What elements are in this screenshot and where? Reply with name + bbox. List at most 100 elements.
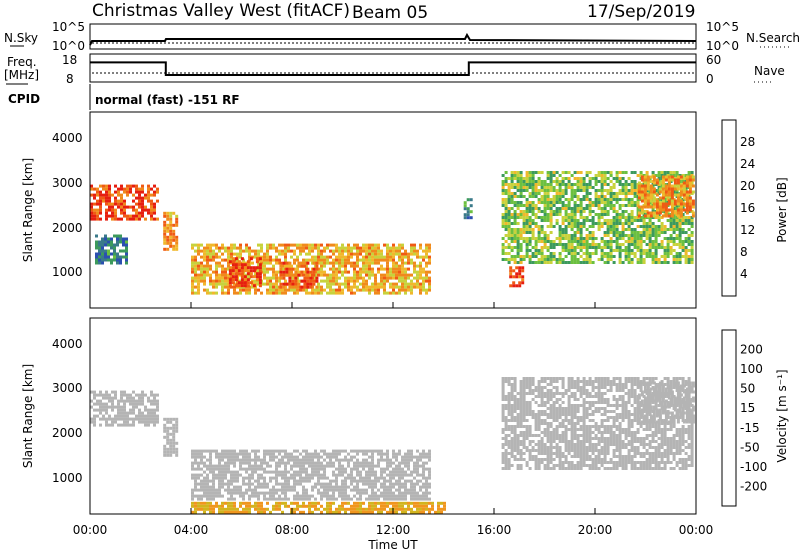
data-cell xyxy=(651,246,655,249)
data-cell xyxy=(240,275,244,279)
data-cell xyxy=(407,273,410,277)
data-cell xyxy=(135,211,138,215)
data-cell xyxy=(278,449,281,453)
data-cell xyxy=(597,174,601,177)
data-cell xyxy=(678,219,682,222)
data-cell xyxy=(302,455,305,459)
data-cell xyxy=(147,396,150,400)
data-cell xyxy=(579,261,583,264)
data-cell xyxy=(513,404,517,407)
data-cell xyxy=(224,455,227,459)
data-cell xyxy=(224,279,227,283)
data-cell xyxy=(365,279,368,283)
data-cell xyxy=(630,228,634,231)
data-cell xyxy=(311,276,314,280)
data-cell xyxy=(153,420,156,424)
data-cell xyxy=(332,276,335,280)
data-cell xyxy=(507,216,511,219)
data-cell xyxy=(618,222,622,225)
data-cell xyxy=(163,229,167,233)
data-cell xyxy=(516,177,520,180)
data-cell xyxy=(236,455,239,459)
data-cell xyxy=(570,228,574,231)
data-cell xyxy=(582,195,586,198)
data-cell xyxy=(501,174,505,177)
data-cell xyxy=(552,246,556,249)
data-cell xyxy=(570,216,574,219)
data-cell xyxy=(389,267,392,271)
data-cell xyxy=(389,476,392,480)
data-cell xyxy=(410,452,413,456)
data-cell xyxy=(528,231,532,234)
data-cell xyxy=(278,243,281,247)
data-cell xyxy=(540,395,544,398)
data-cell xyxy=(362,279,365,283)
data-cell xyxy=(386,464,389,468)
data-cell xyxy=(344,449,347,453)
data-cell xyxy=(356,473,359,477)
data-cell xyxy=(114,217,117,221)
data-cell xyxy=(141,211,144,215)
data-cell xyxy=(627,219,631,222)
data-cell xyxy=(233,243,236,247)
data-cell xyxy=(443,501,446,505)
data-cell xyxy=(401,491,404,495)
data-cell xyxy=(383,504,386,508)
data-cell xyxy=(543,401,547,404)
data-cell xyxy=(329,249,332,253)
data-cell xyxy=(513,416,517,419)
data-cell xyxy=(546,195,550,198)
data-cell xyxy=(392,504,395,508)
data-cell xyxy=(365,479,368,483)
data-cell xyxy=(108,393,111,397)
data-cell xyxy=(257,491,260,495)
data-cell xyxy=(501,437,505,440)
data-cell xyxy=(386,488,389,492)
data-cell xyxy=(519,410,523,413)
data-cell xyxy=(344,510,347,514)
data-cell xyxy=(93,420,96,424)
data-cell xyxy=(504,201,508,204)
data-cell xyxy=(350,482,353,486)
data-cell xyxy=(678,261,682,264)
data-cell xyxy=(110,243,113,247)
data-cell xyxy=(335,255,338,259)
data-cell xyxy=(129,190,132,194)
data-cell xyxy=(114,393,117,397)
data-cell xyxy=(260,461,263,465)
data-cell xyxy=(266,288,269,292)
data-cell xyxy=(543,240,547,243)
data-cell xyxy=(437,507,440,511)
data-cell xyxy=(676,214,680,218)
data-cell xyxy=(519,419,523,422)
data-cell xyxy=(609,222,613,225)
data-cell xyxy=(690,222,694,225)
data-cell xyxy=(254,485,257,489)
data-cell xyxy=(218,279,221,283)
data-cell xyxy=(664,193,668,197)
data-cell xyxy=(269,470,272,474)
data-cell xyxy=(585,195,589,198)
data-cell xyxy=(522,237,526,240)
data-cell xyxy=(603,180,607,183)
data-cell xyxy=(308,510,311,514)
data-cell xyxy=(252,266,256,270)
data-cell xyxy=(519,383,523,386)
data-cell xyxy=(110,240,113,244)
data-cell xyxy=(245,243,248,247)
data-cell xyxy=(543,380,547,383)
data-cell xyxy=(132,199,135,203)
data-cell xyxy=(356,255,359,259)
data-cell xyxy=(519,455,523,458)
data-cell xyxy=(293,510,296,514)
data-cell xyxy=(639,258,643,261)
data-cell xyxy=(257,252,260,256)
data-cell xyxy=(582,243,586,246)
data-cell xyxy=(105,408,108,412)
data-cell xyxy=(299,510,302,514)
data-cell xyxy=(93,414,96,418)
data-cell xyxy=(153,399,156,403)
data-cell xyxy=(404,282,407,286)
data-cell xyxy=(141,399,144,403)
data-cell xyxy=(679,190,683,194)
